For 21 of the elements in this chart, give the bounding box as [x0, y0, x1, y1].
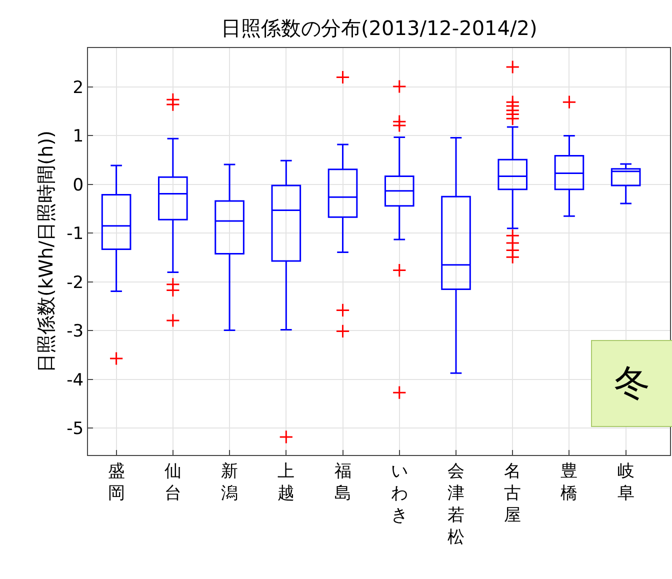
x-tick-label: いわき	[390, 461, 408, 526]
y-tick-label: 0	[72, 175, 84, 196]
annotation: 冬	[614, 363, 650, 404]
x-tick-label: 豊橋	[560, 461, 578, 504]
x-tick-label: 盛岡	[108, 461, 125, 504]
y-axis-title: 日照係数(kWh/日照時間(h))	[35, 130, 58, 372]
x-tick-label: 新潟	[221, 461, 238, 504]
y-tick-label: 1	[72, 126, 84, 147]
x-tick-label: 福島	[334, 461, 352, 504]
chart-title: 日照係数の分布(2013/12-2014/2)	[221, 16, 538, 40]
y-tick-label: -4	[66, 370, 84, 390]
y-tick-label: -5	[66, 419, 84, 440]
y-tick-label: -3	[66, 322, 84, 342]
x-tick-label: 上越	[278, 461, 295, 504]
y-tick-label: 2	[72, 78, 84, 98]
x-tick-label: 名古屋	[504, 461, 522, 526]
x-tick-label: 岐阜	[617, 461, 634, 504]
y-tick-label: -1	[66, 224, 84, 244]
x-tick-label: 仙台	[164, 461, 182, 504]
y-tick-label: -2	[66, 272, 84, 293]
x-tick-label: 会津若松	[448, 461, 464, 548]
